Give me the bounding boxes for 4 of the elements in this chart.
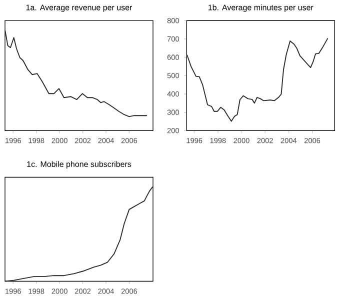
chart-title: 1a. Average revenue per user bbox=[26, 4, 132, 12]
line-series bbox=[186, 38, 328, 122]
chart-title: 1c. Mobile phone subscribers bbox=[27, 160, 132, 168]
chart-title: 1b. Average minutes per user bbox=[208, 4, 314, 12]
